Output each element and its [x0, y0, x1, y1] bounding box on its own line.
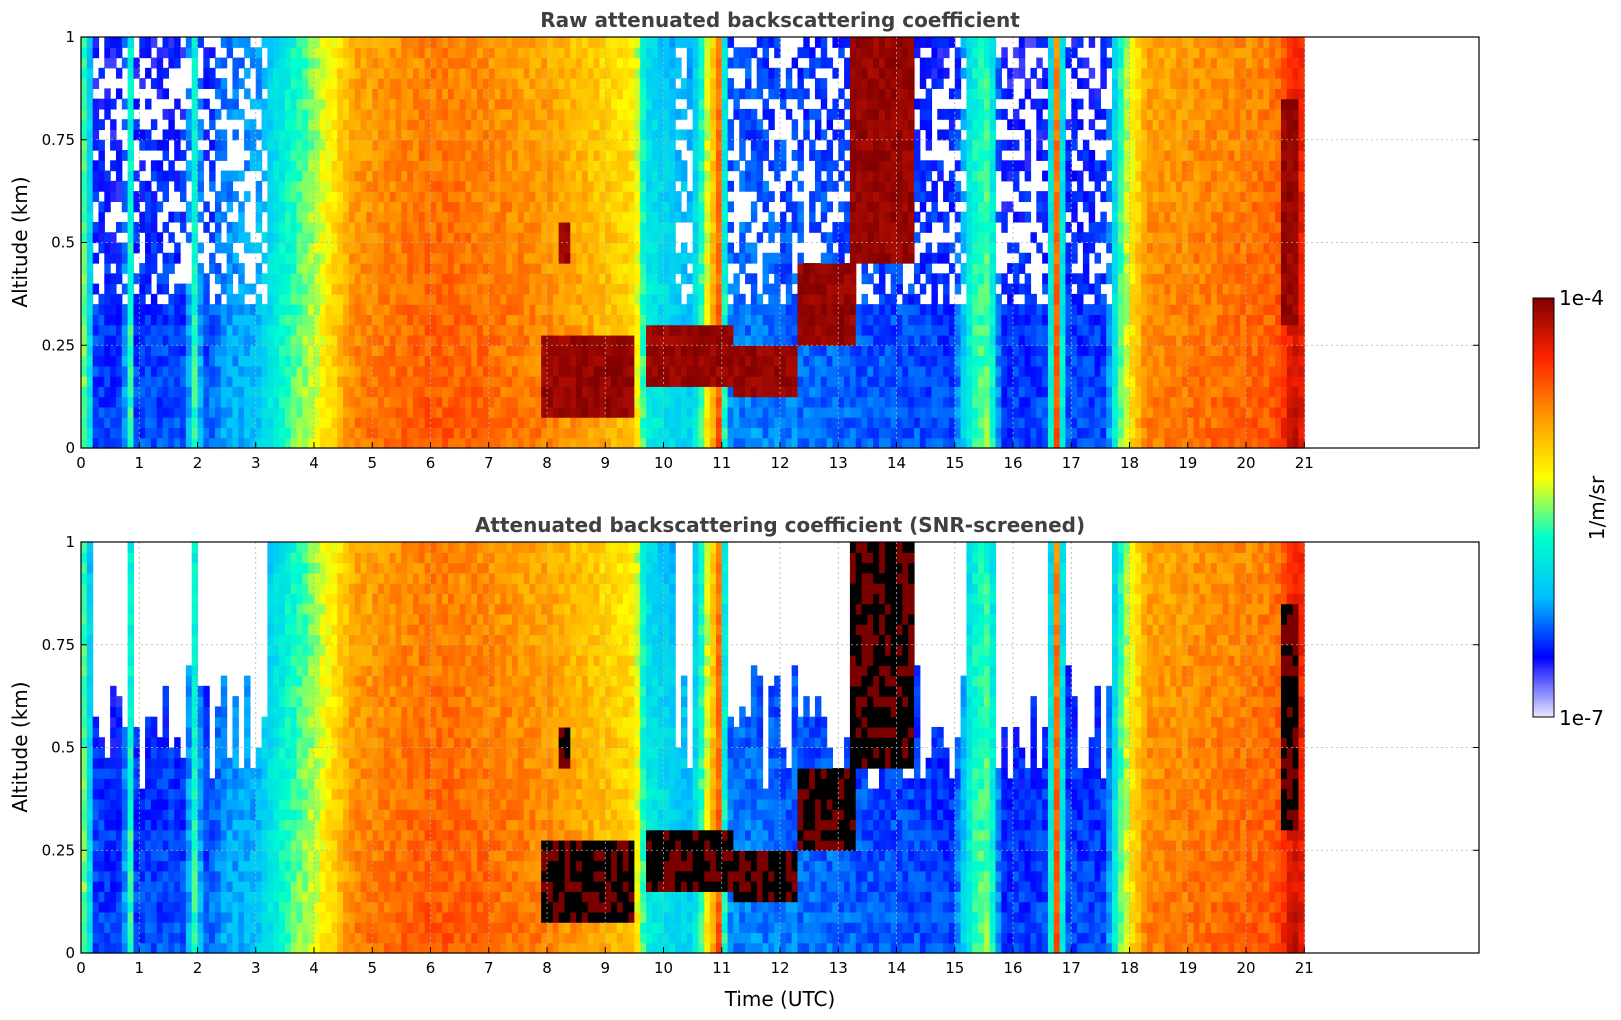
x-tick-label: 19 [1178, 454, 1197, 472]
panel-raw: Raw attenuated backscattering coefficien… [8, 8, 1480, 472]
x-tick-label: 6 [426, 454, 436, 472]
x-tick-label: 10 [654, 454, 673, 472]
x-tick-label: 5 [367, 454, 377, 472]
x-tick-label: 7 [484, 454, 494, 472]
x-tick-label: 5 [367, 959, 377, 977]
y-tick-label: 0 [65, 439, 75, 457]
x-tick-label: 9 [600, 959, 610, 977]
x-tick-label: 20 [1236, 959, 1255, 977]
x-tick-label: 2 [193, 959, 203, 977]
x-tick-label: 19 [1178, 959, 1197, 977]
colorbar-min-label: 1e-7 [1559, 706, 1604, 730]
panel-screened-ylabel: Altitude (km) [8, 681, 32, 812]
x-tick-label: 18 [1120, 454, 1139, 472]
x-tick-label: 17 [1062, 959, 1081, 977]
panel-raw-heatmap [81, 37, 1305, 449]
y-tick-label: 0.75 [42, 636, 75, 654]
panel-screened: Attenuated backscattering coefficient (S… [8, 513, 1480, 1011]
x-tick-label: 14 [887, 959, 906, 977]
y-tick-label: 1 [65, 28, 75, 46]
x-tick-label: 13 [829, 454, 848, 472]
x-tick-label: 14 [887, 454, 906, 472]
x-tick-label: 16 [1003, 959, 1022, 977]
x-tick-label: 10 [654, 959, 673, 977]
y-tick-label: 0.75 [42, 131, 75, 149]
panel-raw-ylabel: Altitude (km) [8, 176, 32, 307]
x-tick-label: 16 [1003, 454, 1022, 472]
panel-screened-heatmap [81, 542, 1305, 954]
panel-raw-x-ticks: 0 1 2 3 4 5 6 7 8 9 10 11 12 13 14 15 16 17 18 19 20 21 [76, 442, 1314, 472]
x-tick-label: 12 [770, 454, 789, 472]
x-tick-label: 21 [1295, 454, 1314, 472]
x-tick-label: 15 [945, 454, 964, 472]
x-tick-label: 4 [309, 454, 319, 472]
x-tick-label: 12 [770, 959, 789, 977]
colorbar-gradient [1532, 297, 1555, 718]
x-tick-label: 9 [600, 454, 610, 472]
y-tick-label: 1 [65, 533, 75, 551]
x-tick-label: 3 [251, 454, 261, 472]
x-tick-label: 18 [1120, 959, 1139, 977]
y-tick-label: 0.5 [51, 739, 75, 757]
panel-raw-y-ticks: 0 0.25 0.5 0.75 1 [42, 28, 1479, 457]
x-tick-label: 6 [426, 959, 436, 977]
x-tick-label: 0 [76, 959, 86, 977]
y-tick-label: 0.5 [51, 234, 75, 252]
x-tick-label: 11 [712, 959, 731, 977]
x-tick-label: 8 [542, 454, 552, 472]
y-tick-label: 0 [65, 944, 75, 962]
x-tick-label: 15 [945, 959, 964, 977]
panel-screened-y-ticks: 0 0.25 0.5 0.75 1 [42, 533, 1479, 962]
colorbar-max-label: 1e-4 [1559, 286, 1604, 310]
panel-screened-xlabel: Time (UTC) [724, 987, 836, 1011]
x-tick-label: 7 [484, 959, 494, 977]
x-tick-label: 17 [1062, 454, 1081, 472]
x-tick-label: 3 [251, 959, 261, 977]
x-tick-label: 13 [829, 959, 848, 977]
y-tick-label: 0.25 [42, 841, 75, 859]
x-tick-label: 20 [1236, 454, 1255, 472]
panel-screened-title: Attenuated backscattering coefficient (S… [475, 513, 1085, 537]
x-tick-label: 8 [542, 959, 552, 977]
colorbar-unit-label: 1/m/sr [1585, 475, 1609, 540]
x-tick-label: 1 [134, 959, 144, 977]
x-tick-label: 21 [1295, 959, 1314, 977]
panel-screened-grid [81, 542, 1479, 953]
x-tick-label: 1 [134, 454, 144, 472]
y-tick-label: 0.25 [42, 336, 75, 354]
x-tick-label: 11 [712, 454, 731, 472]
panel-raw-grid [81, 37, 1479, 448]
x-tick-label: 0 [76, 454, 86, 472]
x-tick-label: 4 [309, 959, 319, 977]
x-tick-label: 2 [193, 454, 203, 472]
colorbar: 1e-4 1e-7 1/m/sr [1532, 286, 1609, 730]
panel-raw-title: Raw attenuated backscattering coefficien… [540, 8, 1020, 32]
panel-screened-x-ticks: 0 1 2 3 4 5 6 7 8 9 10 11 12 13 14 15 16 17 18 19 20 21 [76, 947, 1314, 977]
